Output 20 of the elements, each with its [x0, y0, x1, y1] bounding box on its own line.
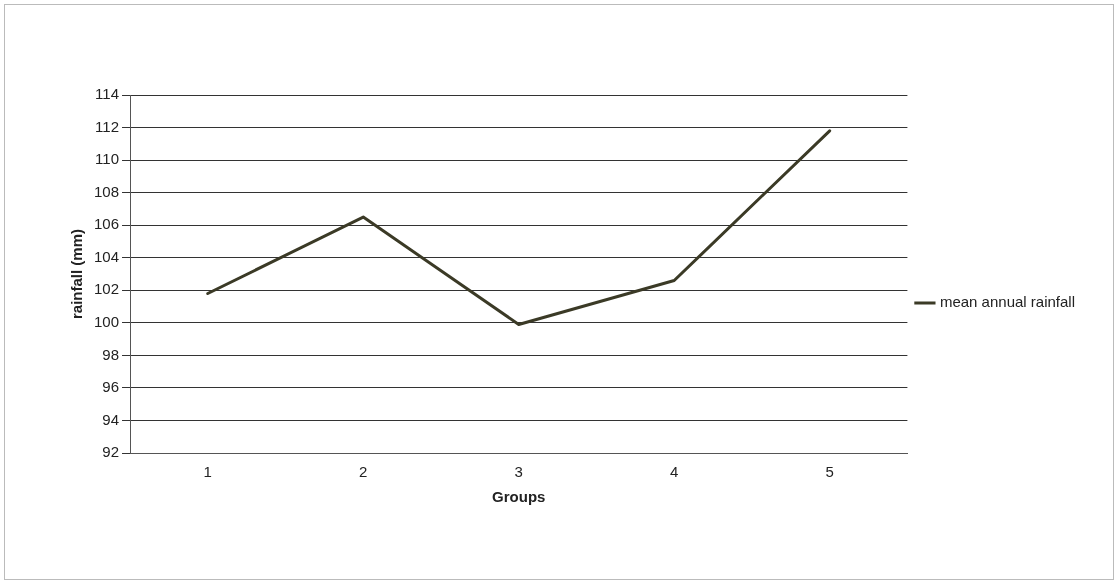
y-tick-label: 106 — [94, 215, 120, 233]
y-tick-label: 114 — [95, 85, 120, 103]
y-tick-label: 94 — [102, 410, 120, 428]
x-tick-label: 1 — [203, 463, 212, 481]
y-tick-label: 110 — [95, 150, 120, 168]
y-axis-title: rainfall (mm) — [68, 228, 86, 320]
y-tick-label: 108 — [94, 182, 120, 200]
y-tick-label: 100 — [94, 312, 120, 330]
x-tick-label: 5 — [825, 463, 834, 481]
y-tick-label: 112 — [95, 117, 120, 135]
x-tick-label: 3 — [514, 463, 523, 481]
y-tick-label: 92 — [102, 443, 120, 461]
y-tick-label: 96 — [102, 378, 120, 396]
x-tick-label: 2 — [359, 463, 368, 481]
legend-label: mean annual rainfall — [939, 293, 1076, 311]
y-tick-label: 102 — [94, 280, 120, 298]
y-tick-label: 98 — [102, 345, 120, 363]
x-axis-title: Groups — [492, 488, 546, 506]
x-tick-label: 4 — [670, 463, 679, 481]
y-tick-label: 104 — [94, 247, 120, 265]
